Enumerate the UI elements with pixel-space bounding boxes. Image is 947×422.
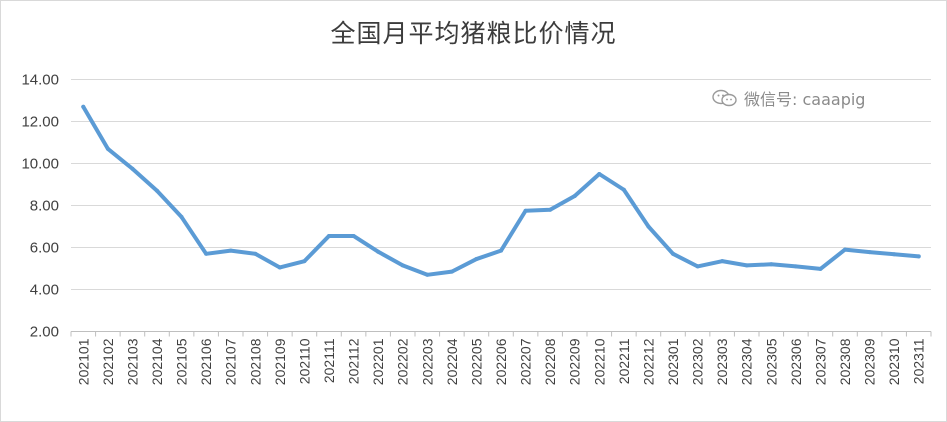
data-point [744, 263, 749, 268]
data-point [425, 272, 430, 277]
x-tick-label: 202111 [321, 338, 337, 383]
x-tick-label: 202306 [788, 338, 804, 385]
watermark: 微信号: caaapig [712, 86, 865, 110]
x-tick-label: 202207 [518, 338, 534, 385]
x-tick-label: 202108 [247, 338, 263, 385]
x-tick-label: 202208 [542, 338, 558, 385]
data-point [572, 194, 577, 199]
data-point [179, 215, 184, 220]
x-tick-label: 202309 [862, 338, 878, 385]
data-point [548, 207, 553, 212]
x-tick-label: 202204 [444, 338, 460, 385]
data-point [646, 224, 651, 229]
x-tick-label: 202305 [763, 338, 779, 385]
x-tick-label: 202311 [911, 338, 927, 384]
data-point [499, 248, 503, 253]
chart-title: 全国月平均猪粮比价情况 [330, 19, 617, 48]
x-tick-label: 202304 [739, 338, 755, 385]
x-tick-label: 202102 [100, 338, 116, 385]
x-tick-label: 202301 [665, 338, 681, 385]
x-tick-label: 202310 [886, 338, 902, 385]
x-tick-label: 202206 [493, 338, 509, 385]
data-point [892, 252, 897, 257]
gridlines [71, 79, 931, 332]
data-point [916, 254, 921, 259]
x-tick-label: 202209 [567, 338, 583, 385]
data-point [351, 233, 356, 238]
x-tick-label: 202104 [149, 338, 165, 385]
y-tick-label: 14.00 [21, 72, 59, 89]
data-point [474, 257, 479, 262]
data-point [155, 188, 159, 193]
data-point [818, 266, 823, 271]
x-tick-label: 202112 [346, 338, 362, 384]
data-point [105, 146, 110, 151]
x-tick-label: 202109 [272, 338, 288, 385]
data-point [523, 208, 528, 213]
data-point [253, 251, 258, 256]
data-point [867, 250, 872, 255]
data-point [277, 265, 282, 270]
x-tick-label: 202302 [690, 338, 706, 385]
x-tick-label: 202201 [370, 338, 386, 385]
data-point [376, 249, 381, 254]
data-point [400, 263, 405, 268]
x-tick-label: 202203 [419, 338, 435, 385]
y-axis-ticks: 2.00 4.00 6.00 8.00 10.00 12.00 14.00 [21, 72, 59, 341]
data-point [228, 248, 233, 253]
data-point [671, 251, 675, 256]
x-tick-label: 202110 [296, 338, 312, 384]
wechat-icon [712, 89, 737, 107]
data-point [843, 247, 847, 252]
y-tick-label: 12.00 [21, 114, 59, 131]
y-tick-label: 10.00 [21, 156, 59, 173]
x-tick-label: 202307 [812, 338, 828, 385]
data-point [769, 262, 774, 267]
x-tick-label: 202106 [198, 338, 214, 385]
data-point [130, 166, 135, 171]
data-point [204, 251, 209, 256]
y-tick-label: 8.00 [30, 198, 59, 215]
x-tick-label: 202103 [124, 338, 140, 385]
data-point [449, 269, 454, 274]
watermark-text: 微信号: caaapig [744, 90, 866, 109]
x-tick-label: 202205 [468, 338, 484, 385]
x-tick-label: 202105 [174, 338, 190, 385]
data-point [793, 264, 798, 269]
x-tick-label: 202101 [75, 338, 91, 385]
data-point [621, 187, 626, 192]
data-point [720, 259, 725, 264]
data-point [81, 104, 86, 109]
x-tick-label: 202308 [837, 338, 853, 385]
x-tick-label: 202211 [616, 338, 632, 384]
x-tick-label: 202303 [714, 338, 730, 385]
x-tick-label: 202212 [640, 338, 656, 385]
data-points [81, 104, 921, 277]
data-point [327, 233, 331, 238]
x-axis-ticks: 202101 202102 202103 202104 202105 202106 2021… [70, 331, 932, 385]
y-tick-label: 2.00 [30, 324, 59, 341]
y-tick-label: 4.00 [30, 282, 59, 299]
x-tick-label: 202210 [591, 338, 607, 385]
data-point [597, 172, 602, 176]
x-tick-label: 202107 [223, 338, 239, 385]
data-point [302, 259, 307, 264]
data-point [695, 264, 700, 269]
x-tick-label: 202202 [395, 338, 411, 385]
y-tick-label: 6.00 [30, 240, 59, 257]
